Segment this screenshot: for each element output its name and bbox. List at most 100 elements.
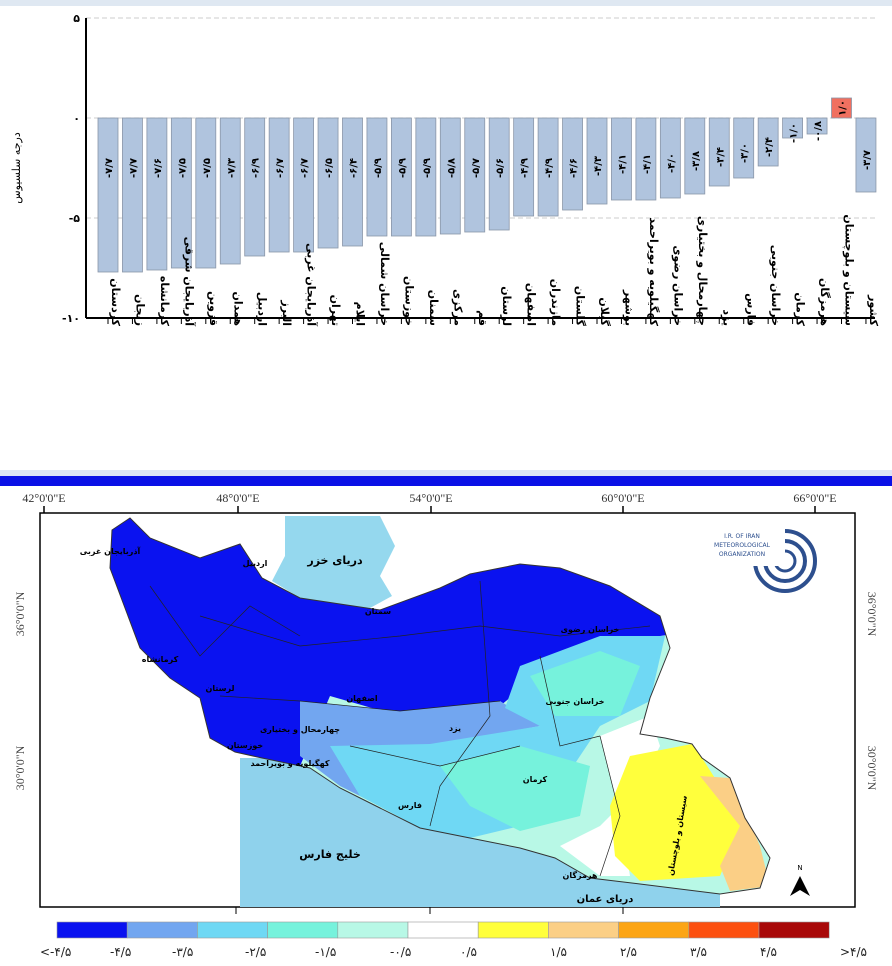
divider-bar (0, 476, 892, 486)
gulf-label: خلیج فارس (299, 848, 361, 861)
north-arrow-icon: N (790, 864, 810, 896)
bar-value-label: -۴/۱ (642, 154, 653, 174)
province-label: یزد (449, 724, 461, 733)
bar (757, 117, 779, 167)
lat-label-30-left: 30°0'0"N (13, 745, 27, 790)
bar (733, 117, 755, 179)
x-category-label: کرمانشاه (158, 276, 171, 327)
legend-label: -۰/۵ (390, 945, 411, 959)
legend-swatch (618, 921, 690, 939)
caspian-label: دریای خزر (306, 554, 363, 567)
bar (97, 117, 119, 273)
legend-label: ۴/۵ (760, 945, 777, 959)
temperature-anomaly-map: 42°0'0"E 48°0'0"E 54°0'0"E 60°0'0"E 66°0'0"E… (13, 491, 879, 959)
legend-swatch (758, 921, 830, 939)
x-category-label: مازندران (549, 279, 562, 326)
x-category-label: مرکزی (451, 289, 464, 326)
y-tick-label: -۵ (69, 212, 81, 225)
x-category-label: کرمان (794, 292, 807, 326)
bar (366, 117, 388, 237)
province-label: کرمان (523, 775, 548, 784)
x-category-label: هرمزگان (818, 278, 831, 326)
x-category-label: خراسان رضوی (671, 245, 684, 326)
x-category-label: لرستان (500, 286, 513, 326)
bar (488, 117, 510, 231)
y-tick-label: -۱۰ (62, 312, 80, 325)
bar (439, 117, 461, 235)
bars: -۷/۷ -۷/۷ -۷/۶ -۷/۵ -۷/۵ -۷/۳ -۶/۹ -۶/۷ -۶/۷ -۶/۵… (97, 97, 877, 273)
bar-value-label: -۴/۹ (520, 158, 531, 178)
lon-tick-label: 54°0'0"E (409, 491, 452, 505)
bar-value-label: -۵/۹ (422, 158, 433, 178)
y-tick-label: ۵ (73, 12, 80, 25)
lat-label-30-right: 30°0'0"N (865, 746, 879, 791)
province-label: فارس (398, 801, 422, 811)
legend-swatch (126, 921, 198, 939)
x-category-label: تهران (329, 295, 342, 326)
top-band (0, 0, 892, 6)
province-label: لرستان (206, 684, 235, 693)
bar (708, 117, 730, 187)
bar (195, 117, 217, 269)
bar-value-label: -۳/۰ (740, 143, 751, 163)
x-category-label: اصفهان (525, 283, 538, 326)
bar (244, 117, 266, 257)
x-category-label: آذربایجان غربی (305, 243, 319, 326)
bar-value-label: -۷/۵ (202, 158, 213, 178)
x-category-label: گیلان (598, 297, 611, 326)
caspian-sea (272, 516, 395, 608)
legend-label: ۲/۵ (620, 945, 637, 959)
legend-swatch (548, 921, 619, 939)
bar-value-label: -۶/۹ (251, 158, 262, 178)
bar (806, 117, 828, 135)
bar (146, 117, 168, 271)
province-label: اردبیل (243, 559, 268, 568)
bar (684, 117, 706, 195)
province-label: خراسان جنوبی (545, 697, 604, 706)
x-category-label: زنجان (133, 294, 146, 326)
svg-text:N: N (797, 864, 802, 872)
color-legend: <-۴/۵ -۴/۵ -۳/۵ -۲/۵ -۱/۵ -۰/۵ ۰/۵ ۱/۵ ۲/۵ ۳/۵ ۴/۵… (40, 921, 867, 959)
bar-value-label: -۶/۵ (324, 158, 335, 178)
legend-swatch (688, 921, 760, 939)
bar-value-label: -۴/۳ (593, 156, 604, 176)
legend-label: >۴/۵ (840, 945, 867, 959)
bar-value-label: -۵/۷ (471, 158, 482, 178)
longitude-ticks: 42°0'0"E 48°0'0"E 54°0'0"E 60°0'0"E 66°0'0"E (22, 491, 837, 914)
bar-value-label: -۴/۰ (666, 153, 677, 173)
bar (219, 117, 241, 265)
bar-value-label: -۴/۹ (544, 158, 555, 178)
bar (537, 117, 559, 217)
x-category-label: سمنان (427, 290, 440, 326)
x-category-label: خراسان شمالی (378, 242, 391, 326)
bar (611, 117, 632, 201)
bar-value-label: -۷/۷ (104, 158, 115, 178)
province-label: چهارمحال و بختیاری (260, 725, 340, 734)
bar-value-label: -۵/۹ (373, 158, 384, 178)
legend-label: ۱/۵ (550, 945, 567, 959)
oman-label: دریای عمان (577, 894, 634, 905)
lon-tick-label: 48°0'0"E (216, 491, 259, 505)
x-category-label: فارس (745, 293, 758, 326)
bar (659, 117, 681, 199)
svg-text:ORGANIZATION: ORGANIZATION (719, 551, 765, 558)
y-axis-label: درجه سلسیوس (10, 132, 23, 204)
legend-label: -۱/۵ (315, 945, 336, 959)
bar-value-label: -۷/۳ (226, 158, 237, 178)
x-category-label: چهارمحال و بختیاری (696, 216, 709, 326)
x-category-label: بوشهر (622, 289, 635, 326)
bar-value-label: -۳/۴ (715, 147, 726, 167)
x-category-label: اردبیل (256, 292, 269, 326)
lon-tick-label: 66°0'0"E (793, 491, 836, 505)
legend-label: ۳/۵ (690, 945, 707, 959)
svg-text:I.R. OF IRAN: I.R. OF IRAN (724, 533, 760, 540)
bar-value-label: -۲/۴ (764, 137, 775, 157)
legend-label: -۲/۵ (245, 945, 266, 959)
province-label: خوزستان (227, 741, 264, 750)
x-category-label: خوزستان (402, 276, 415, 326)
lat-label-36-right: 36°0'0"N (865, 592, 879, 637)
persian-gulf (240, 758, 720, 907)
legend-swatch (267, 921, 339, 939)
x-category-label: کشور (867, 294, 880, 326)
province-label: کهگیلویه و بویراحمد (250, 758, 329, 768)
